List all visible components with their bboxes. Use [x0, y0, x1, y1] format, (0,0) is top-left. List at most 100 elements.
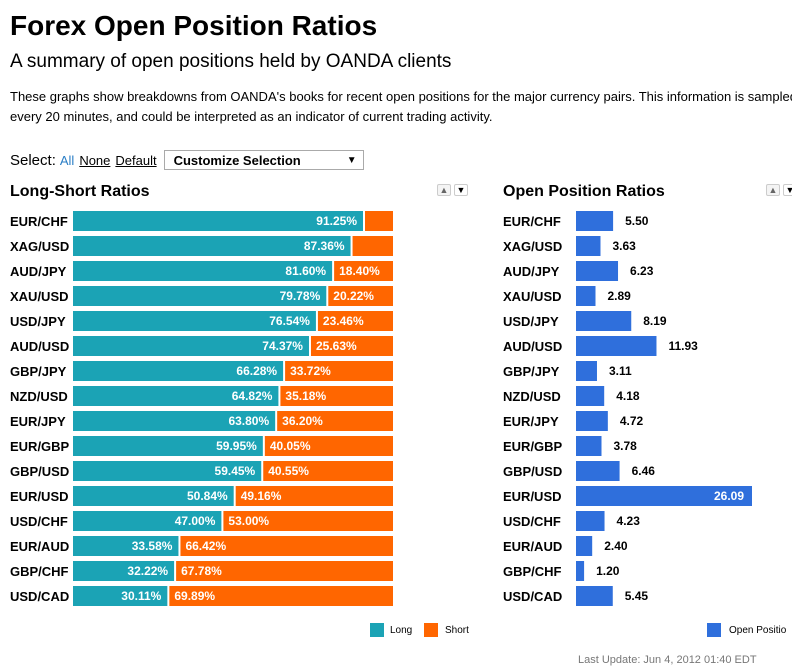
category-label: EUR/JPY — [10, 414, 66, 429]
long-bar — [73, 586, 168, 606]
short-value-label: 40.05% — [270, 439, 311, 453]
sort-up-icon[interactable]: ▲ — [437, 184, 451, 196]
category-label: XAU/USD — [10, 289, 69, 304]
page-title: Forex Open Position Ratios — [10, 10, 378, 41]
short-bar — [328, 286, 393, 306]
long-value-label: 81.60% — [285, 264, 326, 278]
open-position-bar — [576, 211, 614, 231]
long-short-sort-controls: ▲ ▼ — [437, 184, 468, 196]
open-position-bar — [576, 561, 585, 581]
short-value-label: 35.18% — [285, 389, 326, 403]
sort-down-icon[interactable]: ▼ — [783, 184, 792, 196]
long-bar — [73, 461, 262, 481]
dropdown-selected-value: Customize Selection — [173, 152, 301, 168]
long-value-label: 30.11% — [121, 589, 161, 603]
category-label: XAG/USD — [503, 239, 562, 254]
category-label: XAU/USD — [503, 289, 562, 304]
category-label: NZD/USD — [503, 389, 561, 404]
short-bar — [280, 386, 393, 406]
category-label: GBP/JPY — [503, 364, 560, 379]
long-value-label: 63.80% — [228, 414, 269, 428]
legend-open-label: Open Positio — [729, 625, 787, 636]
open-position-bar — [576, 461, 620, 481]
open-position-bar — [576, 311, 632, 331]
short-value-label: 69.89% — [174, 589, 215, 603]
category-label: EUR/GBP — [503, 439, 563, 454]
open-position-sort-controls: ▲ ▼ — [766, 184, 792, 196]
category-label: USD/CHF — [10, 514, 68, 529]
value-label: 6.23 — [630, 264, 654, 278]
open-position-bar — [576, 236, 601, 256]
legend-short-label: Short — [445, 625, 469, 636]
open-position-bar — [576, 336, 657, 356]
select-row: Select: All None Default Customize Selec… — [10, 150, 364, 170]
value-label: 8.19 — [643, 314, 667, 328]
long-bar — [73, 411, 276, 431]
long-bar — [73, 311, 316, 331]
short-value-label: 40.55% — [268, 464, 309, 478]
open-position-bar — [576, 286, 596, 306]
category-label: XAG/USD — [10, 239, 69, 254]
open-position-bar — [576, 411, 608, 431]
category-label: USD/CAD — [10, 589, 69, 604]
long-value-label: 32.22% — [127, 564, 168, 578]
open-position-bar — [576, 436, 602, 456]
legend-long-label: Long — [390, 625, 412, 636]
short-value-label: 67.78% — [181, 564, 222, 578]
long-bar — [73, 436, 263, 456]
category-label: NZD/USD — [10, 389, 68, 404]
category-label: GBP/USD — [10, 464, 69, 479]
value-label: 6.46 — [632, 464, 656, 478]
sort-down-icon[interactable]: ▼ — [454, 184, 468, 196]
category-label: EUR/USD — [503, 489, 562, 504]
short-value-label: 49.16% — [241, 489, 282, 503]
open-position-bar — [576, 536, 593, 556]
long-bar — [73, 236, 351, 256]
select-all-link[interactable]: All — [59, 152, 75, 168]
customize-selection-dropdown[interactable]: Customize Selection ▼ — [163, 150, 364, 170]
sort-up-icon[interactable]: ▲ — [766, 184, 780, 196]
select-default-link[interactable]: Default — [115, 152, 157, 168]
long-value-label: 76.54% — [269, 314, 310, 328]
category-label: GBP/CHF — [10, 564, 69, 579]
value-label: 5.50 — [625, 214, 649, 228]
long-value-label: 33.58% — [132, 539, 173, 553]
value-label: 4.18 — [616, 389, 640, 403]
short-value-label: 36.20% — [282, 414, 323, 428]
select-none-link[interactable]: None — [79, 152, 111, 168]
page-subtitle: A summary of open positions held by OAND… — [10, 51, 452, 72]
open-position-bar — [576, 586, 613, 606]
short-value-label: 25.63% — [316, 339, 357, 353]
short-value-label: 23.46% — [323, 314, 364, 328]
value-label: 4.72 — [620, 414, 644, 428]
short-bar — [169, 586, 393, 606]
value-label: 3.78 — [613, 439, 637, 453]
short-bar — [277, 411, 393, 431]
category-label: EUR/JPY — [503, 414, 559, 429]
category-label: EUR/CHF — [503, 214, 561, 229]
category-label: EUR/GBP — [10, 439, 70, 454]
short-bar — [334, 261, 393, 281]
long-value-label: 66.28% — [236, 364, 277, 378]
legend-open-swatch — [707, 623, 721, 637]
open-position-bar — [576, 511, 605, 531]
open-position-bar — [576, 386, 605, 406]
open-position-bar — [576, 261, 619, 281]
long-value-label: 59.95% — [216, 439, 257, 453]
short-bar — [180, 536, 393, 556]
category-label: AUD/USD — [503, 339, 562, 354]
long-value-label: 59.45% — [215, 464, 256, 478]
long-bar — [73, 536, 179, 556]
long-short-chart: EUR/CHF 91.25% XAG/USD 87.36% AUD/JPY 81.60% 1… — [10, 211, 469, 637]
category-label: AUD/JPY — [10, 264, 67, 279]
long-value-label: 74.37% — [262, 339, 303, 353]
long-bar — [73, 486, 234, 506]
short-bar — [317, 311, 393, 331]
legend-long-swatch — [370, 623, 384, 637]
value-label: 3.63 — [612, 239, 636, 253]
long-bar — [73, 361, 284, 381]
category-label: USD/JPY — [503, 314, 559, 329]
value-label: 5.45 — [625, 589, 649, 603]
open-position-chart: EUR/CHF 5.50 XAG/USD 3.63 AUD/JPY 6.23 XAU/USD… — [503, 211, 787, 637]
long-value-label: 47.00% — [175, 514, 216, 528]
